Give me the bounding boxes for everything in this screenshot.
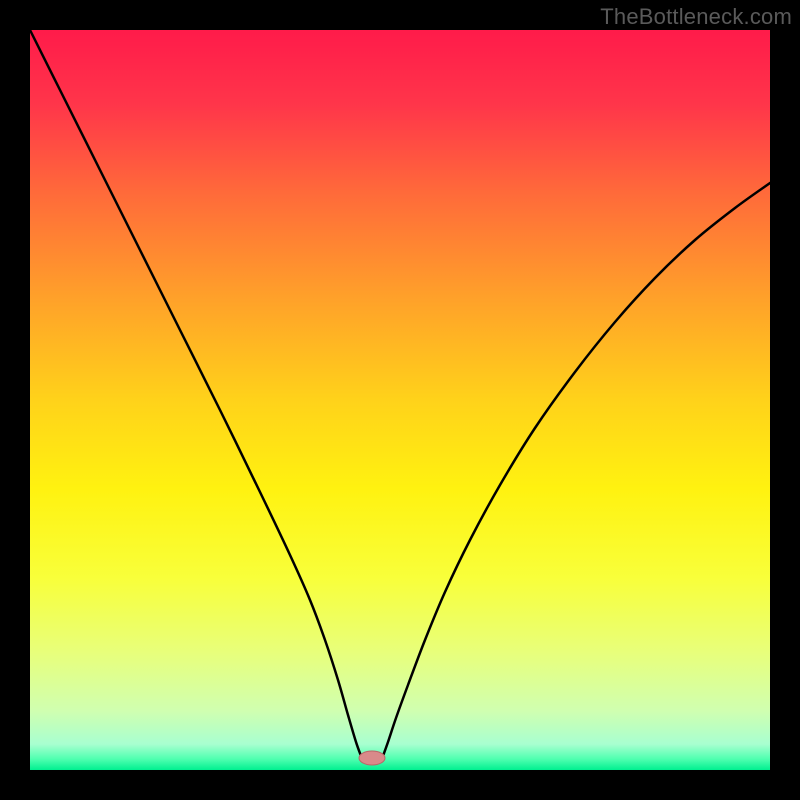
watermark-text: TheBottleneck.com bbox=[600, 4, 792, 30]
plot-area bbox=[30, 30, 770, 770]
bottleneck-chart: TheBottleneck.com bbox=[0, 0, 800, 800]
chart-svg bbox=[0, 0, 800, 800]
bottleneck-marker bbox=[359, 751, 385, 765]
